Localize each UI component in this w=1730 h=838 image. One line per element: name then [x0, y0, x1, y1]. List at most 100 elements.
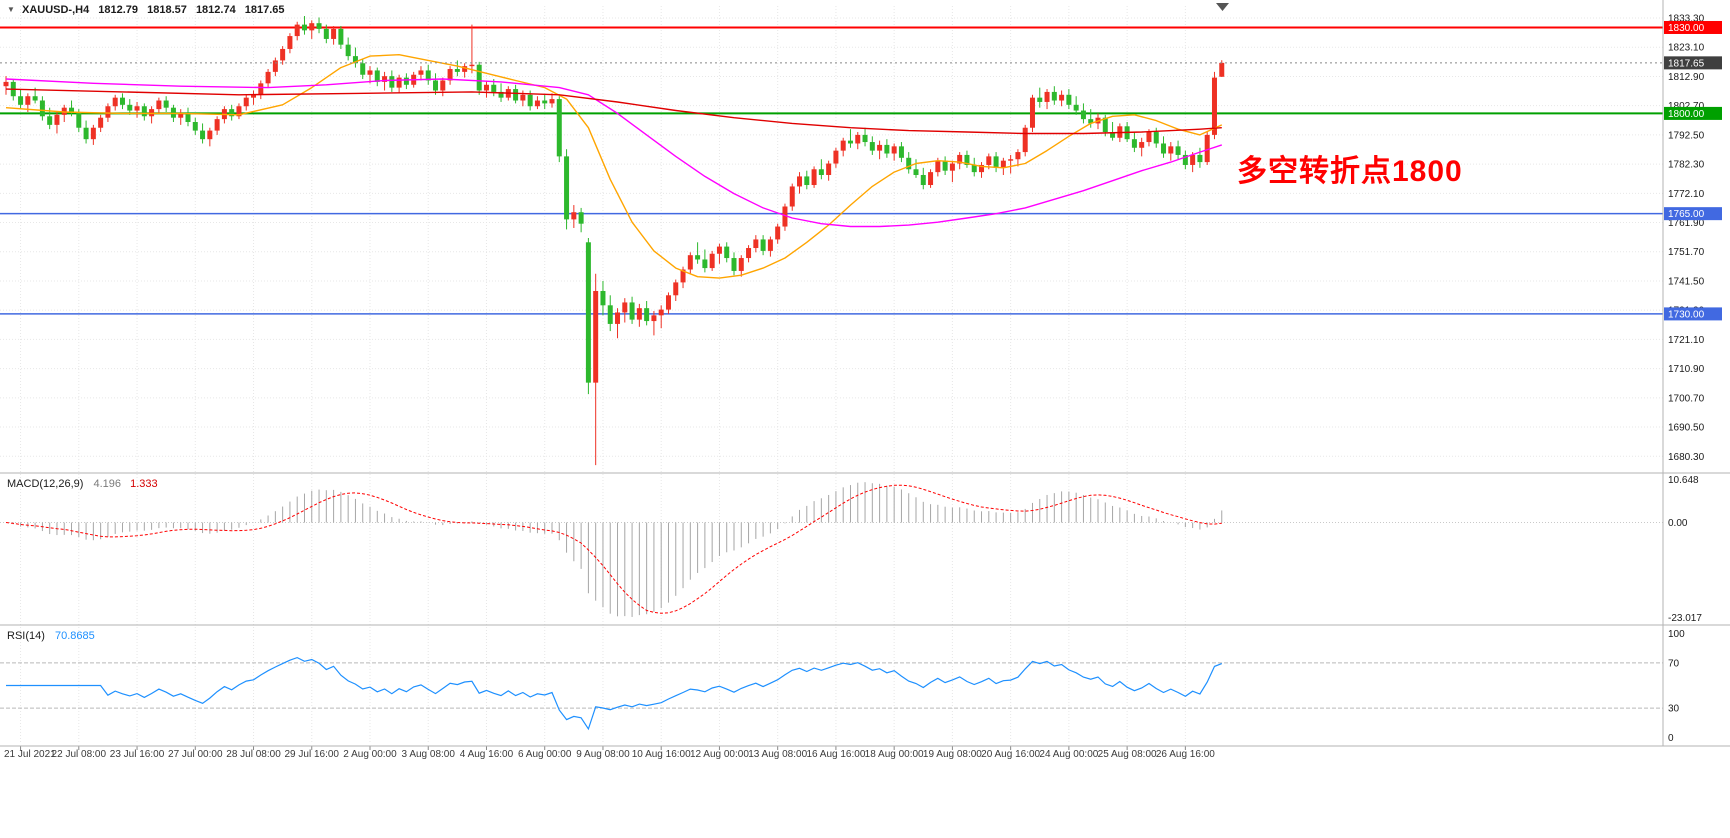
candle-body: [869, 142, 875, 151]
time-label: 19 Aug 08:00: [923, 749, 982, 760]
candle-body: [811, 169, 817, 186]
candle-body: [986, 156, 992, 165]
macd-name: MACD(12,26,9): [7, 478, 84, 490]
candle: [906, 152, 912, 174]
candle-body: [207, 130, 213, 140]
candle: [141, 103, 147, 121]
candle-body: [804, 176, 810, 186]
candle-body: [600, 290, 606, 306]
candle-body: [636, 308, 642, 320]
candle-body: [957, 154, 963, 164]
candle: [797, 172, 803, 194]
candle-body: [840, 140, 846, 151]
candle-body: [615, 312, 621, 324]
candle-body: [331, 28, 337, 39]
macd-panel-layer: [0, 482, 1663, 617]
candle: [163, 96, 169, 112]
candle: [338, 26, 344, 49]
time-label: 6 Aug 00:00: [518, 749, 572, 760]
candle: [593, 273, 599, 466]
price-axis-label: 1751.70: [1668, 247, 1705, 258]
candle: [418, 66, 424, 81]
price-axis-label: 1802.70: [1668, 101, 1705, 112]
candle: [789, 183, 795, 211]
candle-body: [833, 150, 839, 164]
candle: [513, 84, 519, 104]
expand-caret-icon[interactable]: ▼: [7, 5, 15, 14]
candle: [979, 162, 985, 178]
candle-body: [1139, 142, 1145, 148]
candle: [585, 238, 591, 395]
rsi-name: RSI(14): [7, 630, 45, 642]
level-price-badge: [1664, 106, 1722, 120]
candle: [18, 89, 24, 110]
candle-body: [425, 70, 431, 81]
candle: [374, 67, 380, 87]
candle-body: [127, 104, 133, 111]
candle: [1175, 140, 1181, 160]
candle-body: [542, 100, 548, 104]
time-label: 2 Aug 00:00: [343, 749, 397, 760]
candle-body: [789, 186, 795, 207]
candle: [753, 235, 759, 253]
candle: [833, 147, 839, 168]
candle: [644, 301, 650, 326]
candle-body: [651, 315, 657, 322]
macd-axis-min-label: -23.017: [1668, 613, 1702, 624]
price-axis-label: 1782.30: [1668, 160, 1705, 171]
candle: [673, 279, 679, 302]
candle: [622, 298, 628, 323]
candle-body: [709, 253, 715, 269]
ohlc-low: 1812.74: [195, 4, 236, 16]
candle-body: [746, 248, 752, 259]
candle-body: [695, 255, 701, 260]
price-axis-label: 1741.50: [1668, 276, 1705, 287]
candle: [957, 152, 963, 170]
candle-body: [200, 130, 206, 140]
candle-body: [229, 109, 235, 117]
candle-body: [83, 127, 89, 140]
time-label: 20 Aug 16:00: [981, 749, 1040, 760]
candle: [709, 250, 715, 271]
candle-body: [782, 206, 788, 227]
candle: [665, 292, 671, 314]
candle-body: [687, 255, 693, 270]
candle-body: [891, 146, 897, 154]
candle-body: [724, 246, 730, 259]
candle: [964, 150, 970, 168]
candle-body: [1219, 62, 1225, 77]
candle: [1022, 124, 1028, 157]
level-price-badge: [1664, 307, 1722, 321]
candle: [454, 60, 460, 77]
candle: [185, 107, 191, 127]
time-label: 10 Aug 16:00: [632, 749, 691, 760]
level-price-badge-label: 1800.00: [1668, 109, 1705, 120]
candle: [294, 21, 300, 41]
candle-body: [265, 71, 271, 84]
candle-body: [622, 302, 628, 313]
rsi-line: [6, 656, 1223, 731]
candle-body: [61, 107, 67, 115]
candle-body: [69, 107, 75, 112]
chart-annotation-text[interactable]: 多空转折点1800: [1237, 155, 1463, 188]
candle: [272, 57, 278, 77]
candle-body: [753, 239, 759, 249]
candle: [877, 140, 883, 160]
candle-body: [418, 70, 424, 75]
candle: [134, 101, 140, 118]
candle-body: [1066, 94, 1072, 105]
candle-body: [403, 77, 409, 85]
candle: [811, 166, 817, 188]
candle-body: [47, 116, 53, 125]
candle-body: [527, 94, 533, 107]
chart-shift-marker-icon[interactable]: [1216, 3, 1229, 11]
candle: [826, 160, 832, 181]
candle: [804, 170, 810, 190]
candle: [855, 132, 861, 150]
candle-body: [32, 96, 38, 101]
candle-body: [141, 106, 147, 117]
price-axis-label: 1812.90: [1668, 72, 1705, 83]
candle-body: [192, 122, 198, 131]
ohlc-high: 1818.57: [147, 4, 187, 16]
